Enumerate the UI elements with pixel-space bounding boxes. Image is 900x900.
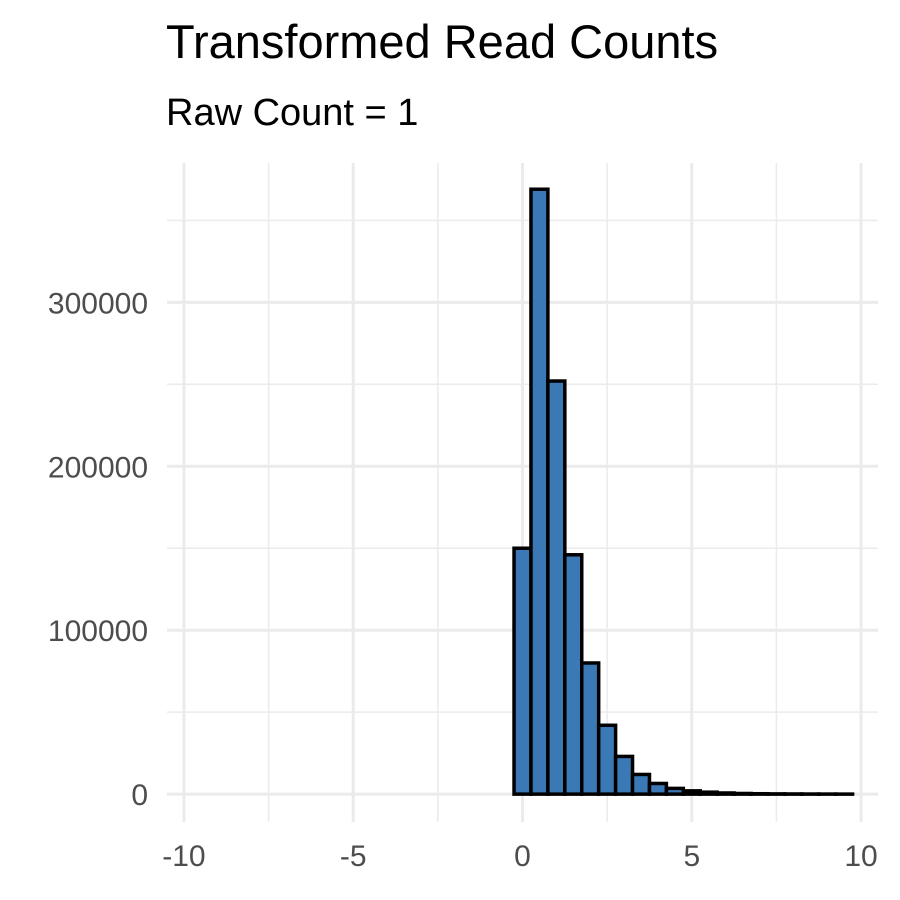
y-tick-label: 200000 xyxy=(48,451,148,484)
histogram-bar xyxy=(529,187,550,796)
histogram-bar xyxy=(563,553,584,796)
histogram-bar xyxy=(647,781,669,796)
x-tick-label: -10 xyxy=(162,840,205,873)
x-tick-label: 10 xyxy=(844,840,877,873)
y-axis-tick-labels: 0 100000 200000 300000 xyxy=(48,287,148,812)
histogram-bar xyxy=(596,723,618,796)
histogram-bar xyxy=(664,786,686,796)
x-axis-tick-labels: -10 -5 0 5 10 xyxy=(162,840,878,873)
histogram-bar xyxy=(698,790,719,796)
x-tick-label: 0 xyxy=(514,840,531,873)
chart-subtitle: Raw Count = 1 xyxy=(166,92,419,134)
y-tick-label: 300000 xyxy=(48,287,148,320)
histogram-bars xyxy=(512,187,855,796)
histogram-bar xyxy=(732,791,753,796)
y-tick-label: 100000 xyxy=(48,615,148,648)
histogram-bar xyxy=(681,789,702,796)
histogram-bar xyxy=(546,379,567,796)
histogram-bar xyxy=(630,772,652,796)
x-tick-label: -5 xyxy=(340,840,367,873)
y-tick-label: 0 xyxy=(131,779,148,812)
histogram-bar xyxy=(715,791,736,796)
x-tick-label: 5 xyxy=(683,840,700,873)
histogram-bar xyxy=(512,546,533,796)
major-gridlines xyxy=(167,163,878,822)
chart-title: Transformed Read Counts xyxy=(166,15,719,68)
histogram-bar xyxy=(580,661,601,796)
histogram-bar xyxy=(613,754,635,796)
